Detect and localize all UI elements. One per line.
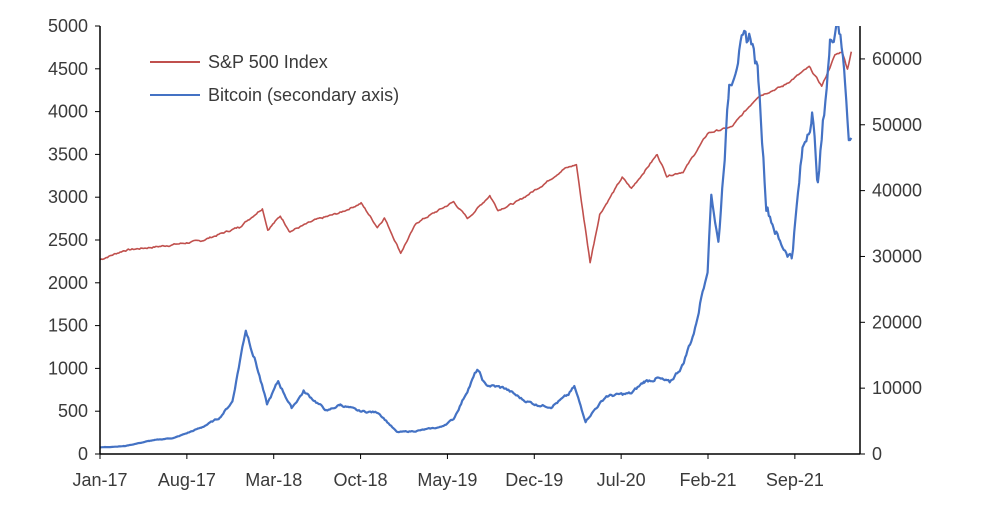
- x-tick-label: May-19: [417, 470, 477, 490]
- y2-tick-label: 20000: [872, 312, 922, 332]
- x-tick-label: Mar-18: [245, 470, 302, 490]
- y-tick-label: 1500: [48, 316, 88, 336]
- y2-tick-label: 30000: [872, 246, 922, 266]
- y-tick-label: 2500: [48, 230, 88, 250]
- sp500-line: [100, 51, 853, 264]
- x-tick-label: Feb-21: [679, 470, 736, 490]
- y2-tick-label: 10000: [872, 378, 922, 398]
- x-tick-label: Sep-21: [766, 470, 824, 490]
- x-tick-label: Oct-18: [334, 470, 388, 490]
- y2-tick-label: 40000: [872, 181, 922, 201]
- legend-label-sp500: S&P 500 Index: [208, 52, 328, 72]
- x-tick-label: Jan-17: [72, 470, 127, 490]
- y-tick-label: 3000: [48, 187, 88, 207]
- y2-tick-label: 50000: [872, 115, 922, 135]
- legend-label-bitcoin: Bitcoin (secondary axis): [208, 85, 399, 105]
- y-tick-label: 4500: [48, 59, 88, 79]
- y-tick-label: 500: [58, 401, 88, 421]
- x-tick-label: Dec-19: [505, 470, 563, 490]
- y-tick-label: 4000: [48, 102, 88, 122]
- x-tick-label: Aug-17: [158, 470, 216, 490]
- y2-tick-label: 0: [872, 444, 882, 464]
- y2-tick-label: 60000: [872, 49, 922, 69]
- y-tick-label: 5000: [48, 16, 88, 36]
- y-tick-label: 1000: [48, 358, 88, 378]
- x-tick-label: Jul-20: [597, 470, 646, 490]
- bitcoin-line: [100, 26, 853, 449]
- y-tick-label: 2000: [48, 273, 88, 293]
- y-tick-label: 0: [78, 444, 88, 464]
- y-tick-label: 3500: [48, 144, 88, 164]
